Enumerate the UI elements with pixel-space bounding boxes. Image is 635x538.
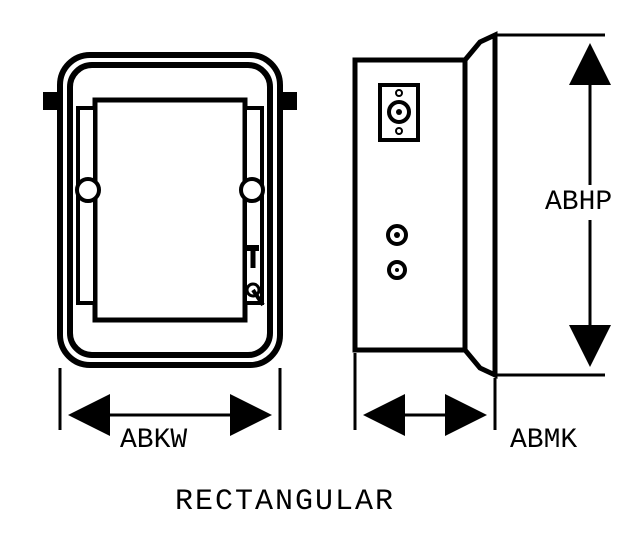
dimension-label-width: ABKW bbox=[120, 425, 187, 456]
dimension-label-height: ABHP bbox=[545, 185, 612, 220]
front-view bbox=[43, 55, 297, 365]
side-view bbox=[355, 35, 495, 375]
diagram-title: RECTANGULAR bbox=[175, 485, 395, 519]
technical-diagram: ABKW ABMK ABHP RECTANGULAR bbox=[0, 0, 635, 538]
diagram-svg bbox=[0, 0, 635, 538]
dimension-label-depth: ABMK bbox=[510, 425, 577, 456]
